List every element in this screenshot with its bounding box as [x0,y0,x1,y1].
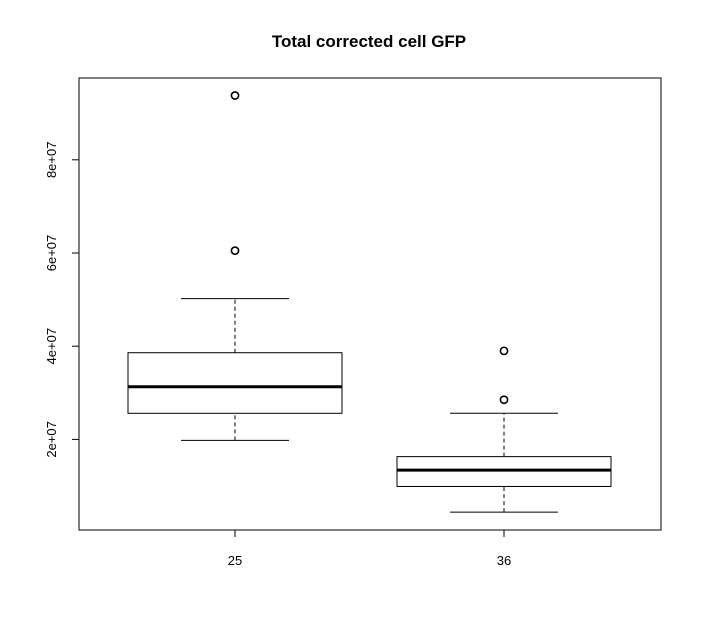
x-tick-label: 25 [228,553,242,568]
y-tick-label: 4e+07 [44,328,59,365]
box-36 [396,346,612,513]
outlier-point [499,346,509,356]
y-tick-label: 8e+07 [44,142,59,179]
y-axis: 2e+07 4e+07 6e+07 8e+07 [44,142,80,458]
chart-title: Total corrected cell GFP [272,32,466,51]
outlier-point [230,246,240,256]
x-axis: 25 36 [228,529,511,568]
boxes [127,91,612,513]
box-25 [127,91,343,441]
box-iqr [127,352,343,414]
y-tick-label: 2e+07 [44,421,59,458]
x-tick-label: 36 [497,553,511,568]
outlier-point [499,395,509,405]
y-tick-label: 6e+07 [44,235,59,272]
outlier-point [230,91,240,100]
